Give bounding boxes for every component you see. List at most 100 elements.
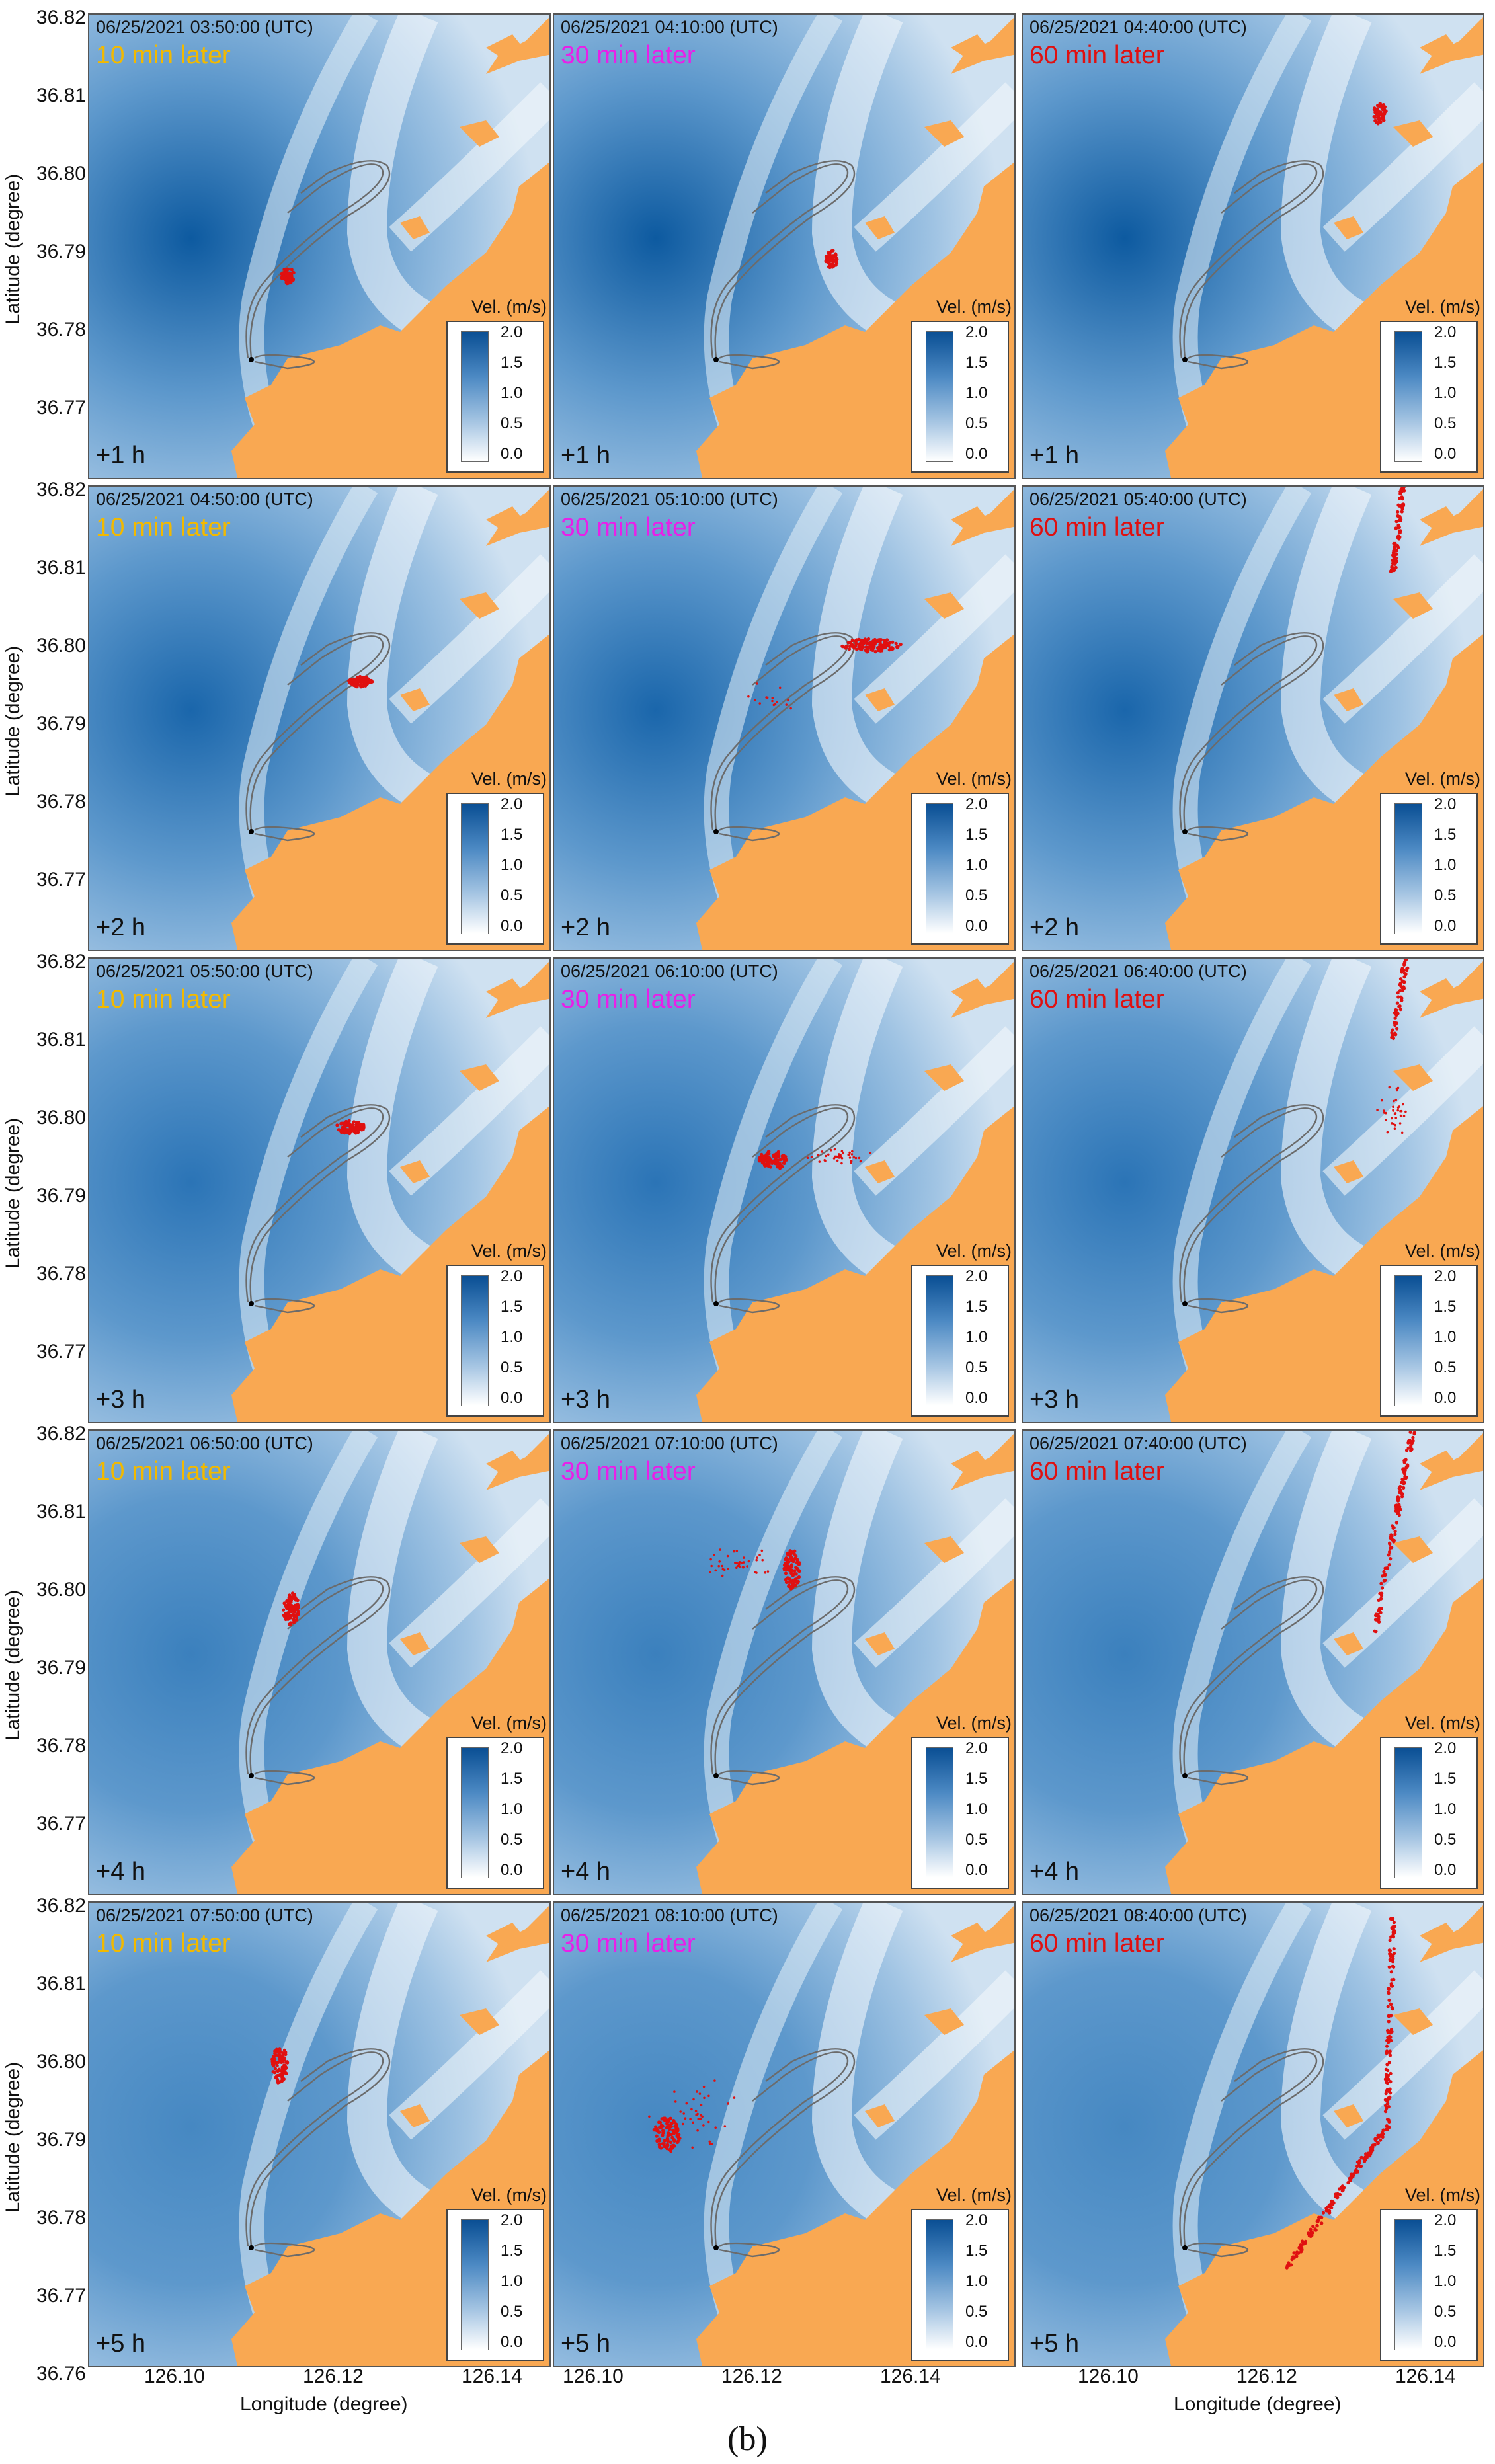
particle [1402,980,1406,984]
particle [1392,1921,1396,1925]
particle [1392,568,1396,572]
particle [774,1162,778,1166]
velocity-legend: Vel. (m/s) 2.0 1.5 1.0 0.5 0.0 [1380,1713,1480,1889]
particle [1393,1532,1397,1536]
particle [282,1608,286,1612]
land-islet [460,592,499,619]
timestamp-label: 06/25/2021 06:50:00 (UTC) [96,1433,313,1453]
particle [1387,2051,1391,2055]
velocity-band [346,15,442,344]
particle [1379,2138,1383,2142]
particle [766,696,769,699]
particle [1391,1935,1395,1939]
particle [677,2133,681,2137]
figure-caption: (b) [727,2420,768,2458]
y-axis-title: Latitude (degree) [2,2061,24,2213]
particle [343,1123,347,1127]
particle [1408,1431,1412,1434]
velocity-band [1280,1903,1375,2232]
legend-tick: 1.0 [1434,384,1457,402]
particle [1393,1016,1397,1020]
particle [1397,1486,1401,1490]
particle [1394,1008,1398,1012]
legend-tick: 0.5 [1434,2303,1457,2321]
hour-label: +2 h [561,914,611,941]
particle [657,2130,661,2134]
particle [691,2146,694,2149]
particle [1400,1131,1404,1134]
particle [1397,525,1401,530]
hour-label: +4 h [96,1858,146,1886]
particle [363,682,367,686]
particle [679,2137,682,2140]
x-tick-label: 126.14 [880,2365,941,2387]
particle [717,1564,720,1568]
particle [343,1129,346,1133]
elapsed-label: 30 min later [561,1457,696,1486]
particle [1402,986,1406,990]
legend-tick: 1.0 [965,1800,988,1818]
particle [848,1156,852,1159]
y-tick-label: 36.78 [36,2207,86,2229]
particle [1404,959,1408,961]
particle [755,682,758,685]
x-tick-label: 126.14 [462,2365,522,2387]
particle [1393,1031,1397,1035]
particle [858,644,862,649]
particle [1349,2176,1353,2180]
particle [1399,489,1403,493]
particle [1314,2228,1318,2232]
particle [1387,2105,1391,2109]
start-point [249,1301,254,1306]
land-islet [1420,1923,1459,1949]
particle [776,1165,780,1169]
particle [714,1569,717,1572]
particle [1396,534,1400,538]
particle [1387,1563,1391,1567]
y-tick-label: 36.78 [36,1735,86,1757]
particle [1403,487,1407,488]
start-point [1182,357,1188,362]
particle [1390,1546,1394,1550]
particle [277,2053,282,2057]
particle [755,1558,758,1562]
particle [1401,1468,1405,1472]
legend-colorbar [461,803,489,934]
particle [1384,2104,1388,2108]
particle [834,260,838,264]
legend-tick: 0.5 [501,2303,523,2321]
particle-cloud [1376,959,1410,1134]
particle [710,1564,713,1568]
particle-cloud [1372,102,1388,126]
particle [292,1620,296,1624]
legend-tick: 0.5 [501,1359,523,1376]
particle-cloud [1285,1917,1396,2270]
particle [847,647,852,651]
particle [699,2117,702,2120]
particle [1386,2005,1390,2008]
particle [1410,1447,1414,1451]
particle [1395,1027,1399,1031]
start-point [1182,829,1188,834]
land-islet [486,978,526,1005]
particle [370,678,374,683]
particle [1358,2165,1362,2168]
legend-title: Vel. (m/s) [1404,297,1480,317]
track-line [1188,1770,1249,1786]
land-islet [951,34,990,61]
particle [287,1610,291,1614]
map-panel: 06/25/2021 04:40:00 (UTC) 60 min later +1 … [1022,13,1484,479]
x-tick-label: 126.10 [1078,2365,1139,2387]
elapsed-label: 30 min later [561,513,696,541]
particle [1292,2251,1296,2255]
particle [340,1121,344,1125]
particle [840,1150,844,1153]
particle [834,1155,836,1158]
particle [1375,104,1380,108]
particle [709,1558,712,1561]
particle [1381,1574,1385,1578]
particle [668,2140,673,2144]
particle [1393,1099,1395,1103]
land-islet [1334,1160,1363,1183]
particle [867,637,871,641]
